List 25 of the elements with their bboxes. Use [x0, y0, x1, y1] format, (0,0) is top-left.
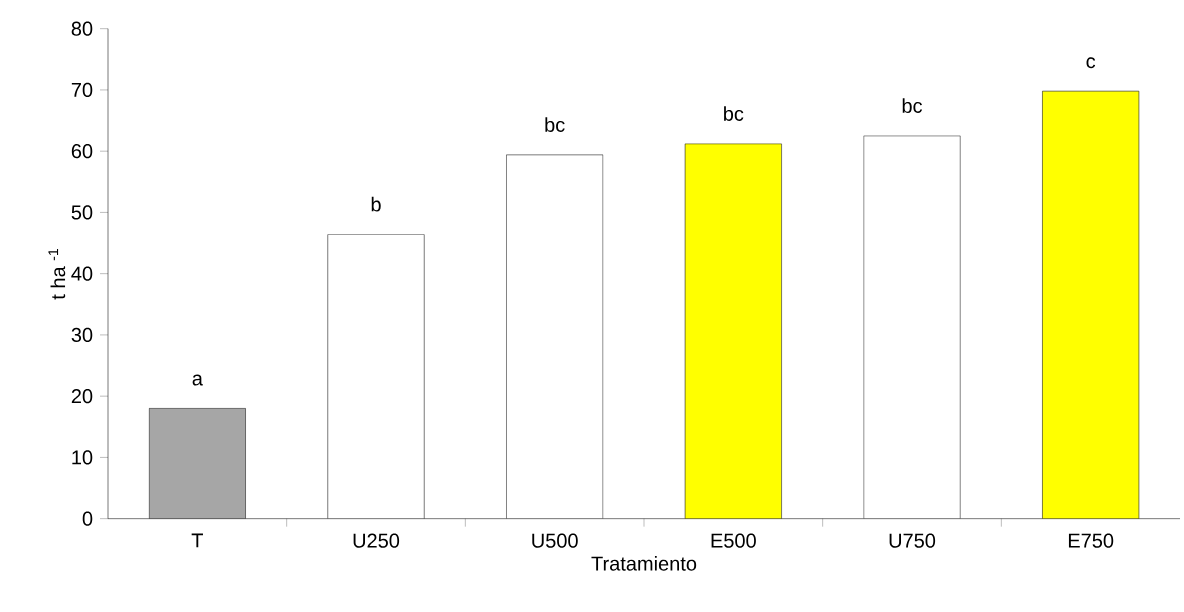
y-tick-label: 70	[71, 82, 93, 97]
y-tick-label: 80	[71, 21, 93, 36]
y-axis-title: t ha $^{-1}$	[48, 249, 66, 300]
x-tick-label: U750	[889, 533, 936, 548]
y-tick-label: 10	[72, 450, 93, 465]
data-label: a	[192, 374, 203, 386]
x-tick-label: E750	[1068, 533, 1114, 548]
data-label: b	[371, 196, 381, 212]
y-tick-label: 60	[71, 144, 93, 159]
x-axis-title: Tratamiento	[591, 556, 697, 571]
data-label: c	[1086, 57, 1096, 69]
y-tick-label: 30	[71, 327, 93, 342]
bar	[506, 154, 604, 519]
y-tick-label: 0	[82, 511, 93, 526]
x-tick-label: E500	[711, 533, 756, 548]
data-label: bc	[902, 98, 923, 113]
x-tick-label: U500	[532, 533, 578, 548]
x-tick-label: U250	[353, 533, 400, 548]
bar	[863, 135, 961, 519]
y-tick-label: 20	[71, 389, 93, 404]
y-tick-label: 50	[71, 205, 93, 220]
data-label: bc	[545, 117, 565, 132]
y-tick-label: 40	[71, 266, 93, 281]
x-tick-label: T	[191, 533, 203, 548]
data-label: bc	[724, 106, 744, 121]
